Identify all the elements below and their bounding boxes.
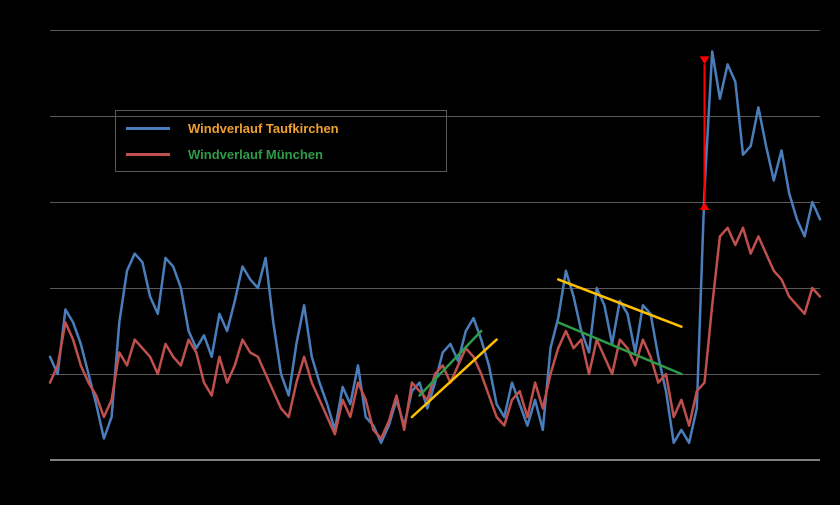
trend-line-0: [412, 340, 497, 417]
legend-swatch-0: [126, 127, 170, 130]
legend-label-1: Windverlauf München: [188, 147, 323, 162]
legend-swatch-1: [126, 153, 170, 156]
plot-area: Windverlauf Taufkirchen Windverlauf Münc…: [50, 30, 820, 460]
legend-row-1: Windverlauf München: [126, 143, 323, 165]
diff-arrow-head-1: [700, 202, 710, 210]
trend-line-3: [558, 322, 681, 374]
legend-label-0: Windverlauf Taufkirchen: [188, 121, 339, 136]
legend: Windverlauf Taufkirchen Windverlauf Münc…: [115, 110, 447, 172]
diff-arrow-head-0: [700, 56, 710, 64]
x-axis: [50, 459, 820, 461]
trend-line-2: [558, 279, 681, 326]
overlay-svg: [50, 30, 820, 460]
legend-row-0: Windverlauf Taufkirchen: [126, 117, 339, 139]
